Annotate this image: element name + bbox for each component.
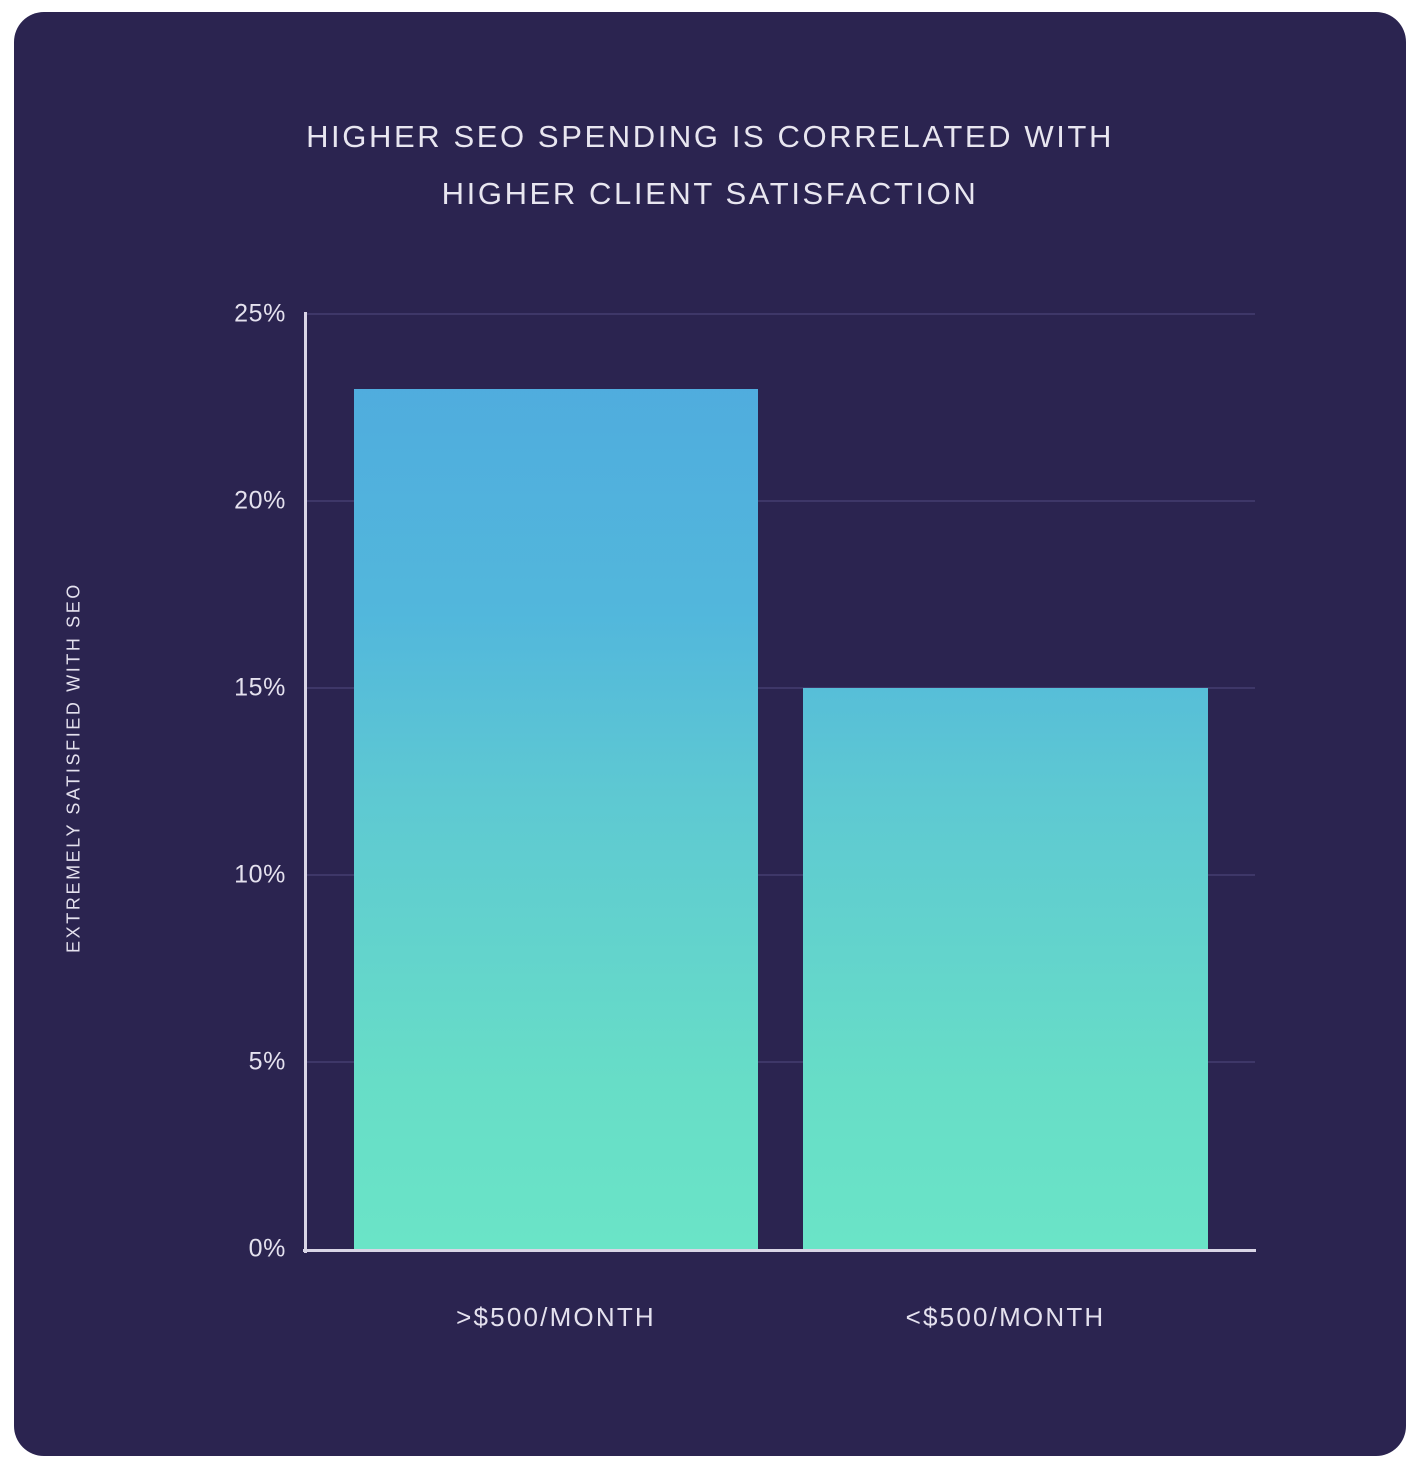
gridline: [304, 500, 1255, 502]
bar[interactable]: [354, 388, 758, 1249]
y-tick-label: 15%: [234, 673, 286, 702]
y-tick-label: 0%: [248, 1234, 286, 1263]
y-tick-label: 20%: [234, 486, 286, 515]
gridline: [304, 313, 1255, 315]
gridline: [304, 874, 1255, 876]
plot-area: [304, 313, 1255, 1249]
gridline: [304, 687, 1255, 689]
y-tick-label: 10%: [234, 860, 286, 889]
y-tick-label: 5%: [248, 1047, 286, 1076]
x-tick-label: <$500/MONTH: [905, 1302, 1106, 1332]
chart-card: HIGHER SEO SPENDING IS CORRELATED WITH H…: [14, 12, 1406, 1456]
x-tick-label: >$500/MONTH: [456, 1302, 656, 1332]
y-tick-label: 25%: [234, 299, 286, 328]
x-axis-tick-labels: >$500/MONTH <$500/MONTH: [304, 1302, 1255, 1352]
y-axis-line: [304, 312, 307, 1253]
chart-title: HIGHER SEO SPENDING IS CORRELATED WITH H…: [306, 119, 1114, 211]
gridline: [304, 1061, 1255, 1063]
bar[interactable]: [803, 688, 1208, 1249]
bar-fill: [354, 388, 758, 1249]
y-axis-tick-labels: 0% 5% 10% 15% 20% 25%: [164, 300, 286, 1263]
x-axis-line: [303, 1249, 1256, 1252]
bar-fill: [803, 688, 1208, 1249]
y-axis-title: EXTREMELY SATISFIED WITH SEO: [63, 582, 84, 953]
